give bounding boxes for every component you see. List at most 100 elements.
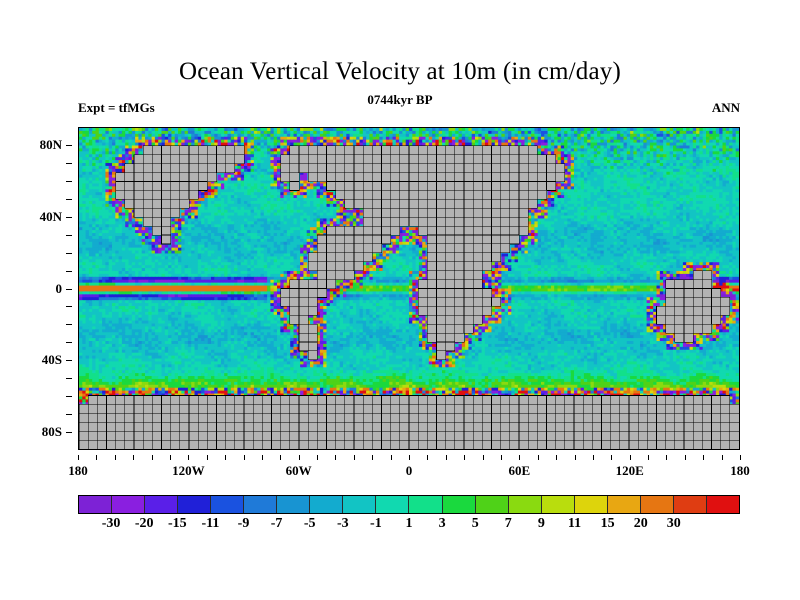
- y-minor-tick: [66, 324, 72, 326]
- x-tick-label: 120W: [172, 463, 205, 478]
- land-mask-layer: [79, 128, 739, 449]
- colorbar-cell: [244, 496, 278, 513]
- colorbar-cell: [409, 496, 443, 513]
- colorbar-cell: [475, 496, 509, 513]
- x-minor-tick: [409, 455, 410, 460]
- x-tick-label: 60E: [508, 463, 531, 478]
- x-minor-tick: [96, 455, 98, 460]
- y-minor-tick: [66, 342, 72, 344]
- x-tick-label: 60W: [285, 463, 312, 478]
- colorbar-cell: [640, 496, 674, 513]
- x-minor-tick: [721, 455, 723, 460]
- x-minor-tick: [629, 455, 631, 460]
- colorbar-tick-label: 9: [537, 516, 545, 531]
- x-minor-tick: [188, 455, 190, 460]
- x-minor-tick: [556, 455, 558, 460]
- colorbar-cell: [673, 496, 707, 513]
- colorbar-cell: [376, 496, 410, 513]
- colorbar-tick-label: -5: [303, 516, 316, 531]
- y-minor-tick: [66, 306, 72, 308]
- y-minor-tick: [66, 216, 72, 218]
- y-tick-label: 80S: [41, 424, 62, 440]
- y-minor-tick: [66, 162, 72, 164]
- x-minor-tick: [666, 455, 668, 460]
- colorbar-cell: [79, 496, 113, 513]
- x-minor-tick: [464, 455, 466, 460]
- colorbar-tick-label: 20: [633, 516, 648, 531]
- x-minor-tick: [114, 455, 116, 460]
- x-minor-tick: [169, 455, 171, 460]
- y-tick-label: 40S: [41, 352, 62, 368]
- y-tick-label: 0: [55, 280, 63, 296]
- x-minor-tick: [519, 455, 521, 460]
- x-minor-tick: [280, 455, 282, 460]
- x-tick-label: 120E: [615, 463, 644, 478]
- colorbar-tick-label: 1: [405, 516, 413, 531]
- x-minor-tick: [740, 455, 741, 460]
- colorbar-cell: [310, 496, 344, 513]
- x-minor-tick: [574, 455, 576, 460]
- y-axis: 80N 40N 0 40S 80S: [0, 127, 72, 450]
- y-minor-tick: [66, 270, 72, 272]
- x-minor-tick: [372, 455, 374, 460]
- colorbar-tick-label: -20: [134, 516, 154, 531]
- colorbar-cell: [706, 496, 739, 513]
- y-tick-label: 40N: [39, 208, 62, 224]
- x-minor-tick: [445, 455, 447, 460]
- x-minor-tick: [390, 455, 392, 460]
- x-minor-tick: [648, 455, 650, 460]
- x-tick-label: 0: [405, 463, 413, 478]
- x-axis: 180 120W 60W 0 60E 120E 180: [68, 455, 750, 478]
- x-minor-tick: [243, 455, 245, 460]
- colorbar-cell: [574, 496, 608, 513]
- colorbar-cell: [178, 496, 212, 513]
- figure-subtitle: 0744kyr BP: [367, 92, 433, 107]
- colorbar-cell: [442, 496, 476, 513]
- colorbar-tick-label: 30: [666, 516, 681, 531]
- colorbar-cell: [277, 496, 311, 513]
- colorbar-cell: [343, 496, 377, 513]
- colorbar-tick-label: -11: [201, 516, 220, 531]
- map-plot-area: [78, 127, 740, 450]
- y-minor-tick: [66, 144, 72, 146]
- x-minor-tick: [592, 455, 594, 460]
- colorbar-tick-label: -30: [101, 516, 121, 531]
- x-minor-tick: [133, 455, 135, 460]
- x-minor-tick: [353, 455, 355, 460]
- x-minor-tick: [537, 455, 539, 460]
- x-minor-tick: [78, 455, 79, 460]
- colorbar: [78, 495, 740, 514]
- x-minor-tick: [482, 455, 484, 460]
- y-tick-label: 80N: [39, 136, 62, 152]
- colorbar-tick-label: -15: [167, 516, 187, 531]
- x-minor-tick: [427, 455, 429, 460]
- figure-title: Ocean Vertical Velocity at 10m (in cm/da…: [178, 58, 622, 85]
- x-minor-tick: [500, 455, 502, 460]
- y-minor-tick: [66, 360, 72, 362]
- colorbar-cell: [508, 496, 542, 513]
- x-minor-tick: [151, 455, 153, 460]
- x-minor-tick: [298, 455, 300, 460]
- colorbar-tick-label: 7: [504, 516, 512, 531]
- y-minor-tick: [66, 288, 72, 290]
- y-minor-tick: [66, 234, 72, 236]
- y-minor-tick: [66, 432, 72, 434]
- colorbar-tick-label: 11: [567, 516, 582, 531]
- x-minor-tick: [206, 455, 208, 460]
- y-minor-tick: [66, 180, 72, 182]
- y-minor-tick: [66, 252, 72, 254]
- colorbar-tick-label: 15: [600, 516, 615, 531]
- x-minor-tick: [261, 455, 263, 460]
- colorbar-tick-label: 5: [471, 516, 479, 531]
- season-label: ANN: [711, 100, 740, 115]
- colorbar-cell: [145, 496, 179, 513]
- x-minor-tick: [611, 455, 613, 460]
- x-minor-tick: [684, 455, 686, 460]
- y-minor-tick: [66, 378, 72, 380]
- colorbar-cell: [211, 496, 245, 513]
- y-minor-tick: [66, 396, 72, 398]
- colorbar-tick-label: 3: [438, 516, 446, 531]
- experiment-label: Expt = tfMGs: [78, 100, 155, 115]
- colorbar-tick-label: -7: [270, 516, 283, 531]
